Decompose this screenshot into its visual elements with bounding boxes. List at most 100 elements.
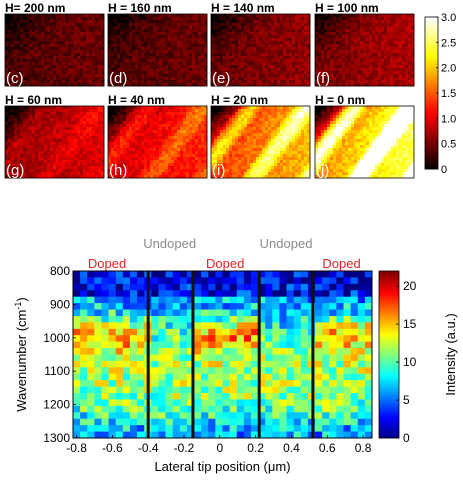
panel-h-pixel <box>180 142 184 146</box>
panel-h-pixel <box>150 169 154 173</box>
panel-d-pixel <box>201 80 205 84</box>
panel-h-pixel <box>171 124 175 128</box>
panel-d-pixel <box>141 83 145 87</box>
panel-d-pixel <box>129 35 133 39</box>
panel-h-pixel <box>132 112 136 116</box>
panel-d-pixel <box>189 35 193 39</box>
panel-h-pixel <box>180 133 184 137</box>
panel-c-pixel <box>5 65 9 69</box>
panel-c-pixel <box>35 68 39 72</box>
panel-d-pixel <box>144 47 148 51</box>
panel-d-pixel <box>126 14 130 18</box>
panel-e-pixel <box>280 47 284 51</box>
panel-h-pixel <box>204 139 208 143</box>
panel-c-pixel <box>71 53 75 57</box>
panel-f-pixel <box>405 56 409 60</box>
panel-d-pixel <box>159 56 163 60</box>
panel-c-pixel <box>68 65 72 69</box>
panel-g-pixel <box>14 145 18 149</box>
panel-c-pixel <box>17 47 21 51</box>
panel-i-pixel <box>244 106 248 110</box>
panel-h-pixel <box>120 169 124 173</box>
panel-c-pixel <box>95 50 99 54</box>
panel-g-pixel <box>5 112 9 116</box>
panel-e-pixel <box>256 26 260 30</box>
panel-c-pixel <box>11 62 15 66</box>
panel-c-pixel <box>56 38 60 42</box>
panel-g-pixel <box>17 145 21 149</box>
panel-e-pixel <box>292 77 296 81</box>
panel-f-pixel <box>339 44 343 48</box>
panel-e-pixel <box>229 44 233 48</box>
panel-i-pixel <box>250 109 254 113</box>
panel-e-pixel <box>277 56 281 60</box>
panel-h-pixel <box>189 163 193 167</box>
panel-i-pixel <box>250 121 254 125</box>
panel-e-pixel <box>238 65 242 69</box>
panel-f-pixel <box>375 44 379 48</box>
panel-e-pixel <box>247 35 251 39</box>
panel-d-pixel <box>120 83 124 87</box>
panel-h-pixel <box>135 115 139 119</box>
panel-e-pixel <box>274 83 278 87</box>
panel-d-pixel <box>159 59 163 63</box>
panel-d-pixel <box>108 26 112 30</box>
panel-g-pixel <box>14 160 18 164</box>
panel-e-pixel <box>268 62 272 66</box>
panel-h-pixel <box>135 109 139 113</box>
panel-i-pixel <box>238 118 242 122</box>
panel-g-pixel <box>11 157 15 161</box>
panel-c-pixel <box>11 50 15 54</box>
panel-d-pixel <box>174 77 178 81</box>
panel-d-pixel <box>180 59 184 63</box>
panel-f-pixel <box>321 35 325 39</box>
panel-e-pixel <box>271 32 275 36</box>
panel-f-pixel <box>330 20 334 24</box>
panel-d-pixel <box>108 80 112 84</box>
panel-h-pixel <box>117 106 121 110</box>
panel-d-pixel <box>144 59 148 63</box>
panel-d-pixel <box>201 44 205 48</box>
panel-e-pixel <box>280 65 284 69</box>
panel-c-pixel <box>32 29 36 33</box>
panel-e-pixel <box>259 14 263 18</box>
panel-e-pixel <box>244 80 248 84</box>
panel-f-pixel <box>339 65 343 69</box>
panel-g-pixel <box>20 160 24 164</box>
panel-h-pixel <box>165 118 169 122</box>
panel-e-pixel <box>292 71 296 75</box>
panel-e-pixel <box>280 17 284 21</box>
panel-h-pixel <box>177 124 181 128</box>
panel-f-pixel <box>315 44 319 48</box>
panel-e-pixel <box>238 17 242 21</box>
panel-i-pixel <box>292 109 296 113</box>
panel-g-pixel <box>62 148 66 152</box>
panel-i-pixel <box>283 121 287 125</box>
panel-f-pixel <box>393 17 397 21</box>
panel-e-pixel <box>307 83 311 87</box>
panel-h-pixel <box>201 145 205 149</box>
panel-h-pixel <box>156 175 160 179</box>
panel-c-pixel <box>83 74 87 78</box>
panel-e-pixel <box>223 29 227 33</box>
panel-h-pixel <box>204 106 208 110</box>
panel-f-pixel <box>399 74 403 78</box>
panel-c-pixel <box>23 62 27 66</box>
panel-g-pixel <box>44 121 48 125</box>
panel-f-pixel <box>324 20 328 24</box>
panel-f-pixel <box>375 20 379 24</box>
panel-g-pixel <box>59 151 63 155</box>
panel-d-pixel <box>171 71 175 75</box>
panel-e-pixel <box>244 47 248 51</box>
panel-d-pixel <box>201 68 205 72</box>
panel-f-pixel <box>411 38 415 42</box>
panel-d-pixel <box>132 32 136 36</box>
panel-c-pixel <box>35 14 39 18</box>
panel-e-pixel <box>274 53 278 57</box>
panel-h-pixel <box>114 148 118 152</box>
panel-f-pixel <box>315 32 319 36</box>
panel-i-pixel <box>241 124 245 128</box>
panel-e-pixel <box>307 38 311 42</box>
panel-g-pixel <box>17 130 21 134</box>
panel-e-pixel <box>307 62 311 66</box>
